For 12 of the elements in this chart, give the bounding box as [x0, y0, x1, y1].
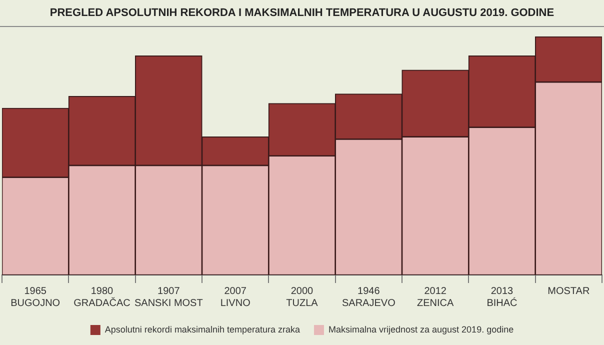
x-tick-label: 2012 ZENICA	[416, 286, 454, 309]
x-tick-label: 1965 BUGOJNO	[10, 286, 60, 309]
x-tick-label: 1907 SANSKI MOST	[134, 286, 203, 309]
x-tick-label: 1946 SARAJEVO	[342, 286, 396, 309]
x-tick-label: 2013 BIHAĆ	[486, 286, 518, 309]
x-tick-label: 2007 LIVNO	[220, 286, 251, 309]
legend-label: Maksimalna vrijednost za august 2019. godine	[328, 324, 514, 334]
legend-label: Apsolutni rekordi maksimalnih temperatura zraka	[104, 324, 300, 334]
x-tick-label: 2000 TUZLA	[286, 286, 318, 309]
chart-title: PREGLED APSOLUTNIH REKORDA I MAKSIMALNIH TEMPERATURA U AUGUSTU 2019. GODINE	[0, 0, 604, 27]
x-tick-label: MOSTAR	[548, 286, 590, 297]
x-tick-label: 1980 GRADAČAC	[74, 286, 130, 309]
